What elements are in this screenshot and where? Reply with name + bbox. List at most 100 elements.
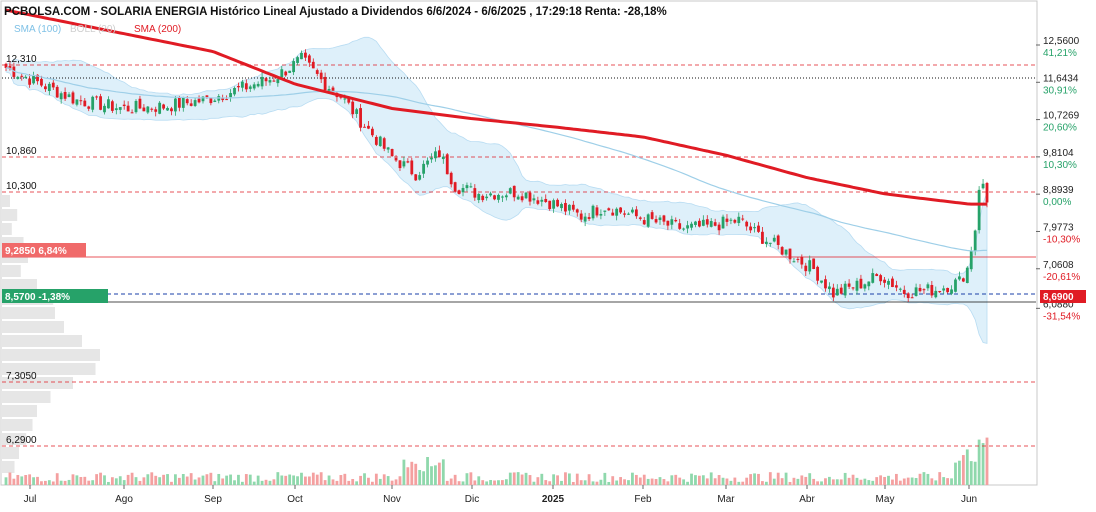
candle <box>863 283 867 292</box>
candle <box>532 194 536 204</box>
candle <box>449 171 453 188</box>
candle <box>280 66 284 78</box>
candle <box>902 285 906 298</box>
volume-profile-bar <box>1 307 55 319</box>
candle <box>307 53 311 67</box>
volume-bar <box>753 473 756 485</box>
candle <box>634 206 638 219</box>
candle <box>745 220 749 231</box>
volume-bar <box>378 478 382 485</box>
volume-bar <box>587 474 591 485</box>
candle <box>87 105 91 112</box>
volume-bar <box>879 475 883 485</box>
volume-bar <box>107 481 110 485</box>
volume-bar <box>268 480 272 485</box>
candle <box>402 156 406 169</box>
candle <box>304 49 307 62</box>
candle <box>406 158 410 164</box>
candle <box>729 217 733 225</box>
candle <box>240 79 244 92</box>
volume-bar <box>16 474 20 485</box>
candles <box>4 49 989 302</box>
volume-bar <box>591 481 595 485</box>
volume-bar <box>910 477 914 485</box>
x-tick-label: Sep <box>204 494 222 505</box>
volume-bar <box>556 475 559 485</box>
candle <box>694 220 697 228</box>
volume-bar <box>567 473 571 485</box>
candle <box>603 210 607 216</box>
volume-bar <box>264 479 268 485</box>
volume-bar <box>284 475 288 485</box>
volume-bar <box>99 472 102 485</box>
volume-bar <box>883 476 886 485</box>
candle <box>256 81 260 88</box>
volume-bar <box>780 478 784 485</box>
volume-bar <box>244 474 248 485</box>
x-tick-label: Dic <box>465 494 479 505</box>
volume-bar <box>508 472 512 485</box>
candle <box>209 97 213 106</box>
volume-bar <box>536 477 540 485</box>
volume-bar <box>560 480 563 485</box>
volume-bar <box>705 478 709 485</box>
candle <box>666 220 670 230</box>
volume-bar <box>79 477 83 485</box>
volume-bar <box>914 478 918 485</box>
candle <box>591 204 595 221</box>
volume-bar <box>390 480 394 485</box>
volume-bar <box>958 460 961 485</box>
volume-bar <box>296 476 299 485</box>
price-levels: 12,310 10,860 10,300 7,3050 6,2900 <box>2 54 1036 447</box>
y-tick-pct: 30,91% <box>1043 85 1077 96</box>
volume-bar <box>374 473 378 485</box>
candle <box>142 104 146 112</box>
candle <box>741 214 745 222</box>
volume-bar <box>922 472 926 485</box>
candle <box>359 104 362 132</box>
candle <box>394 155 398 163</box>
volume-bar <box>623 479 626 485</box>
volume-bar <box>871 480 875 485</box>
candle <box>938 290 942 293</box>
candle <box>678 218 682 230</box>
volume-bar <box>544 480 548 485</box>
volume-bar <box>812 478 816 485</box>
volume-bar <box>339 475 343 485</box>
candle <box>311 58 315 69</box>
volume-bar <box>918 473 922 485</box>
candle <box>961 277 965 283</box>
candle <box>162 103 165 111</box>
candle <box>824 275 827 292</box>
volume-bar <box>174 474 177 485</box>
volume-bar <box>24 475 28 485</box>
volume-bar <box>902 478 906 485</box>
candle <box>686 220 689 234</box>
volume-profile-bar <box>1 377 73 389</box>
candle <box>174 96 177 116</box>
candle <box>717 222 721 235</box>
volume-bar <box>95 474 99 485</box>
candle <box>508 187 512 195</box>
candle <box>887 278 890 290</box>
candle <box>107 96 110 109</box>
y-tick-pct: -20,61% <box>1043 272 1080 283</box>
candle <box>422 160 426 178</box>
volume-bar <box>532 481 536 485</box>
volume-bar <box>548 481 552 485</box>
level-label: 10,860 <box>6 146 37 157</box>
volume-bar <box>816 481 819 485</box>
candle <box>363 123 366 128</box>
volume-bar <box>146 474 150 485</box>
volume-bar <box>217 473 221 485</box>
volume-bar <box>737 481 741 485</box>
candle <box>926 282 930 291</box>
volume-bar <box>481 480 485 485</box>
volume-bar <box>926 473 930 485</box>
volume-bar <box>835 479 839 485</box>
y-tick-label: 6,0880 <box>1043 299 1074 310</box>
volume-bar <box>355 481 359 485</box>
volume-bar <box>686 481 689 485</box>
candle <box>753 222 756 233</box>
